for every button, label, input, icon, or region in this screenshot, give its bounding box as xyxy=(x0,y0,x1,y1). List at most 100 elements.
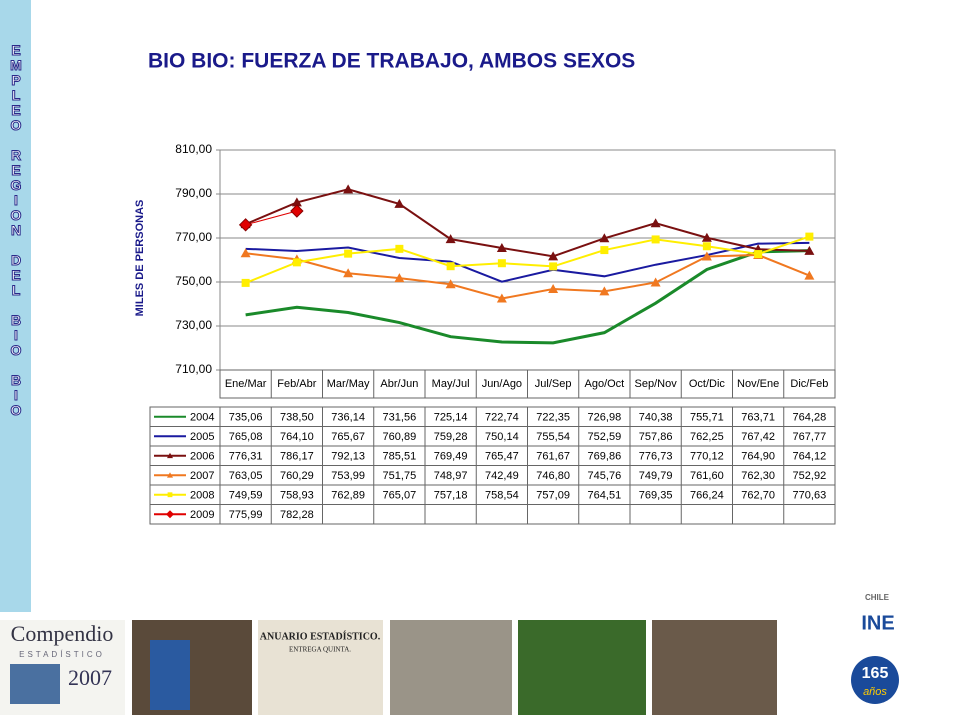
legend-marker xyxy=(166,510,174,519)
marker xyxy=(241,278,250,287)
marker xyxy=(292,258,301,267)
marker xyxy=(496,242,507,252)
footer-text: años xyxy=(863,686,887,698)
x-tick-label: Oct/Dic xyxy=(689,378,726,390)
value-label: 752,59 xyxy=(588,431,622,443)
marker xyxy=(650,218,661,228)
value-label: 740,38 xyxy=(639,412,673,424)
legend-label: 2009 xyxy=(190,509,214,521)
legend-label: 2006 xyxy=(190,451,214,463)
value-label: 755,54 xyxy=(536,431,570,443)
value-label: 785,51 xyxy=(383,451,417,463)
marker xyxy=(240,248,251,258)
marker xyxy=(600,246,609,255)
footer-text: CHILE xyxy=(865,593,890,602)
value-label: 746,80 xyxy=(536,470,570,482)
value-label: 758,54 xyxy=(485,490,519,502)
marker xyxy=(344,249,353,258)
value-label: 761,67 xyxy=(536,451,570,463)
value-label: 770,12 xyxy=(690,451,724,463)
x-tick-label: May/Jul xyxy=(432,378,470,390)
y-tick-label: 730,00 xyxy=(175,318,212,332)
marker xyxy=(549,262,558,271)
marker xyxy=(291,197,302,207)
marker xyxy=(394,273,405,283)
value-label: 769,49 xyxy=(434,451,468,463)
footer-text: Compendio xyxy=(11,621,114,646)
value-label: 775,99 xyxy=(229,509,263,521)
value-label: 776,31 xyxy=(229,451,263,463)
value-label: 769,86 xyxy=(588,451,622,463)
value-label: 765,07 xyxy=(383,490,417,502)
x-tick-label: Jun/Ago xyxy=(482,378,522,390)
marker xyxy=(445,234,456,244)
marker xyxy=(343,268,354,278)
value-label: 764,12 xyxy=(793,451,827,463)
marker xyxy=(497,259,506,268)
photo-detail xyxy=(150,640,190,710)
series-line xyxy=(245,252,810,300)
legend-marker xyxy=(167,452,173,459)
value-label: 766,24 xyxy=(690,490,724,502)
side-strip: EMPLEO REGION DEL BIO BIO xyxy=(0,0,31,612)
marker xyxy=(650,277,661,287)
value-label: 764,28 xyxy=(793,412,827,424)
value-label: 763,05 xyxy=(229,470,263,482)
y-tick-label: 790,00 xyxy=(175,186,212,200)
footer-text: ENTREGA QUINTA. xyxy=(289,646,351,654)
legend-marker xyxy=(167,472,173,478)
series-line xyxy=(245,241,810,283)
value-label: 765,67 xyxy=(331,431,365,443)
value-label: 765,08 xyxy=(229,431,263,443)
value-label: 792,13 xyxy=(331,451,365,463)
footer-text: ESTADÍSTICO xyxy=(19,650,105,659)
value-label: 722,74 xyxy=(485,412,519,424)
value-label: 765,47 xyxy=(485,451,519,463)
value-label: 736,14 xyxy=(331,412,365,424)
marker xyxy=(445,279,456,289)
marker xyxy=(702,242,711,251)
marker xyxy=(754,250,763,259)
value-label: 731,56 xyxy=(383,412,417,424)
marker xyxy=(343,184,354,194)
value-label: 776,73 xyxy=(639,451,673,463)
series-line xyxy=(245,210,298,226)
value-label: 722,35 xyxy=(536,412,570,424)
photo xyxy=(518,620,646,715)
value-label: 786,17 xyxy=(280,451,314,463)
y-axis-label: MILES DE PERSONAS xyxy=(134,200,146,317)
value-label: 742,49 xyxy=(485,470,519,482)
value-label: 757,09 xyxy=(536,490,570,502)
marker xyxy=(804,270,815,280)
x-tick-label: Feb/Abr xyxy=(277,378,316,390)
marker xyxy=(701,232,712,242)
value-label: 767,42 xyxy=(741,431,775,443)
value-label: 726,98 xyxy=(588,412,622,424)
value-label: 762,30 xyxy=(741,470,775,482)
logo xyxy=(851,656,899,704)
value-label: 752,92 xyxy=(793,470,827,482)
marker xyxy=(701,251,712,261)
x-tick-label: Dic/Feb xyxy=(790,378,828,390)
x-tick-label: Mar/May xyxy=(327,378,370,390)
footer-text: INE xyxy=(861,612,894,634)
marker xyxy=(496,293,507,303)
marker xyxy=(548,251,559,261)
marker xyxy=(238,218,253,232)
marker xyxy=(599,233,610,243)
value-label: 764,10 xyxy=(280,431,314,443)
photo-anuario xyxy=(258,620,383,715)
value-label: 745,76 xyxy=(588,470,622,482)
marker xyxy=(804,245,815,255)
value-label: 738,50 xyxy=(280,412,314,424)
value-label: 762,25 xyxy=(690,431,724,443)
value-label: 759,28 xyxy=(434,431,468,443)
value-label: 760,29 xyxy=(280,470,314,482)
y-tick-label: 710,00 xyxy=(175,362,212,376)
value-label: 760,89 xyxy=(383,431,417,443)
photo-detail xyxy=(10,664,60,704)
marker xyxy=(651,235,660,244)
x-tick-label: Ene/Mar xyxy=(225,378,267,390)
marker xyxy=(395,244,404,253)
footer-text: 2007 xyxy=(68,665,112,690)
